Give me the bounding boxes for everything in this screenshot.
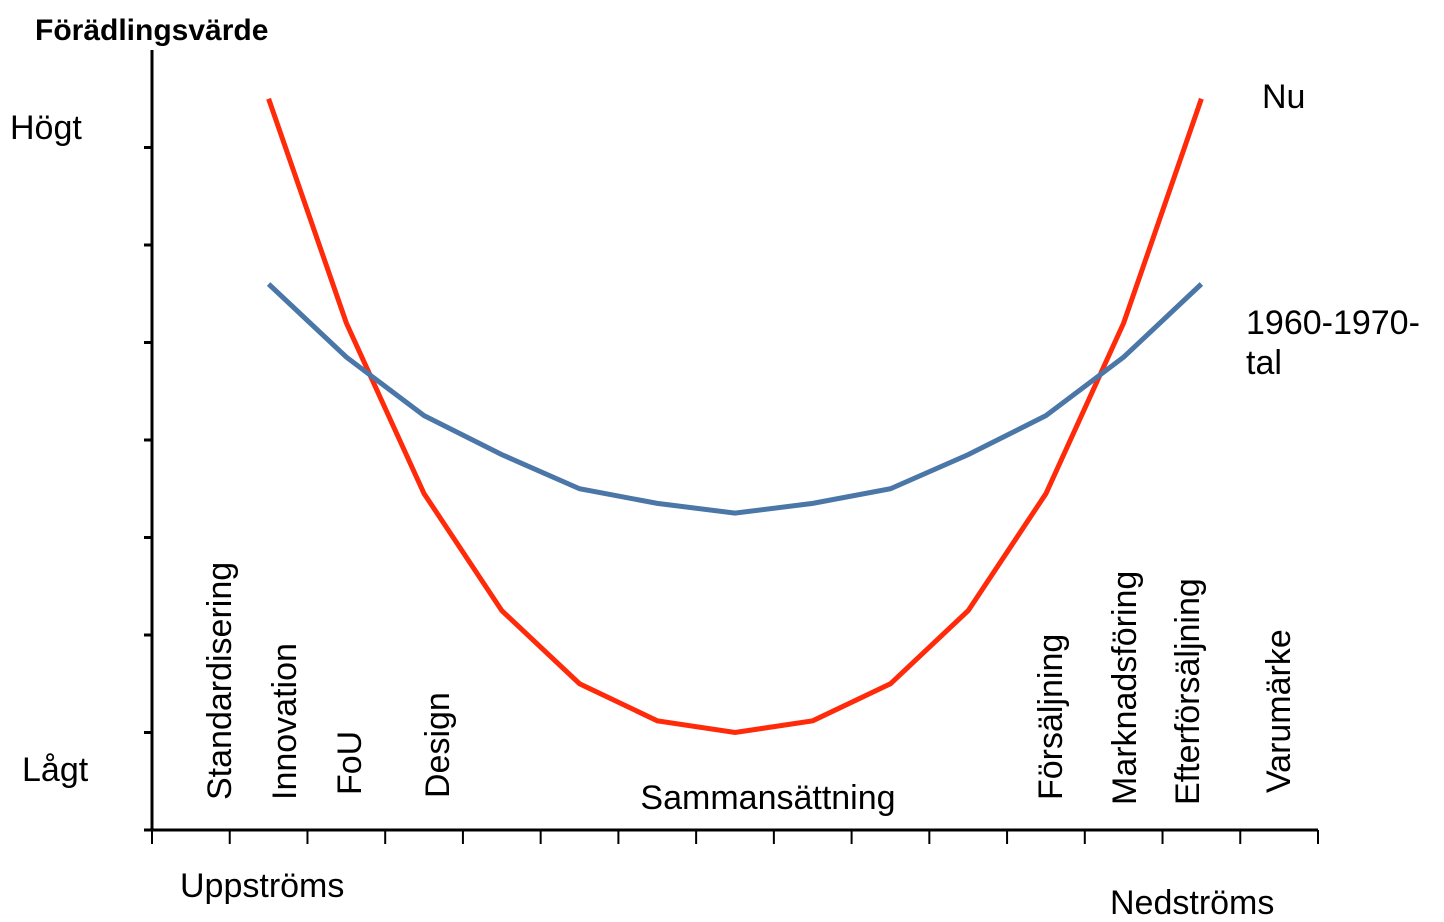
stage-label: FoU [331,731,369,795]
stage-label: Sammansättning [640,779,895,817]
stage-label: Försäljning [1032,634,1070,800]
stage-label: Efterförsäljning [1169,578,1207,805]
y-low-label: Lågt [22,751,89,789]
legend-entry: Nu [1262,78,1306,116]
stage-label: Varumärke [1260,629,1298,793]
stage-label: Design [419,692,457,798]
legend-entry: 1960-1970-tal [1246,304,1420,382]
stage-label: Standardisering [201,562,239,800]
chart-title: Förädlingsvärde [35,14,268,47]
stage-label: Marknadsföring [1106,571,1144,805]
x-left-label: Uppströms [180,867,344,905]
stage-label: Innovation [266,643,304,800]
x-right-label: Nedströms [1110,884,1274,922]
y-high-label: Högt [10,109,82,147]
line-series [266,97,1204,736]
line-series [266,282,1204,516]
